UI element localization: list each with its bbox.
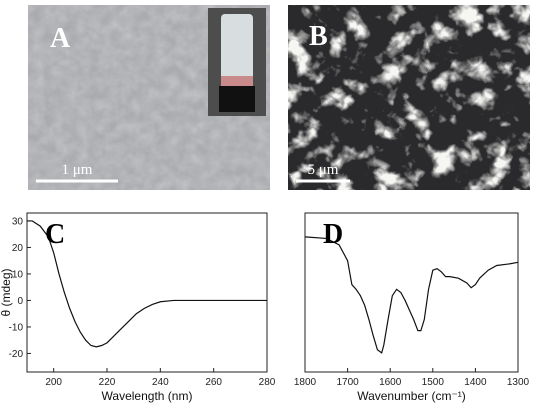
data-line: [27, 220, 267, 348]
x-tick-label: 220: [99, 377, 116, 388]
y-tick-label: -20: [9, 349, 24, 360]
data-line: [304, 236, 519, 354]
y-tick-label: -10: [9, 322, 24, 333]
scale-bar-label: 1 μm: [62, 162, 93, 178]
y-tick-label: 30: [12, 216, 24, 227]
chart: 1800 1700 1600 1500 1400 1300 D Wavenumber (cm⁻…: [294, 212, 530, 403]
panel-a: A 1 μm: [28, 5, 270, 190]
panel-label: D: [323, 219, 343, 250]
x-tick-label: 260: [205, 377, 222, 388]
plot-frame: [26, 212, 268, 373]
y-axis-label: θ (mdeg): [0, 268, 13, 316]
x-axis-label: Wavelength (nm): [102, 389, 193, 403]
y-tick-label: 0: [17, 296, 23, 307]
panel-label: B: [309, 21, 328, 52]
x-tick-label: 280: [259, 377, 276, 388]
vial-gel: [221, 76, 253, 86]
x-tick-label: 1800: [294, 377, 317, 388]
panel-label: A: [50, 23, 71, 54]
scale-bar-label: 5 μm: [308, 162, 339, 178]
x-tick-label: 1700: [336, 377, 359, 388]
x-tick-label: 200: [45, 377, 62, 388]
y-tick-label: 10: [12, 269, 24, 280]
plot-frame: [304, 212, 519, 373]
micrograph-texture: [288, 5, 530, 190]
x-tick-label: 1600: [379, 377, 402, 388]
chart: 200 220 240 260 280 -20 -10 0 10 20 30 C Wavelength …: [0, 212, 276, 403]
y-tick-label: 20: [12, 243, 24, 254]
x-tick-label: 240: [152, 377, 169, 388]
x-tick-label: 1400: [464, 377, 487, 388]
panel-b: B 5 μm: [288, 5, 530, 190]
vial-cap: [219, 86, 255, 112]
charts: 200 220 240 260 280 -20 -10 0 10 20 30 C Wavelength …: [0, 212, 530, 403]
x-tick-label: 1300: [507, 377, 530, 388]
vial: [221, 14, 253, 86]
panel-label: C: [45, 219, 65, 250]
x-axis-label: Wavenumber (cm⁻¹): [357, 389, 466, 403]
x-tick-label: 1500: [422, 377, 445, 388]
